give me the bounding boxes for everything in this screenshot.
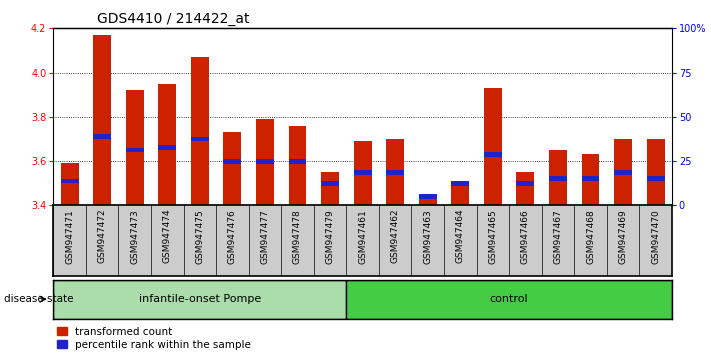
Text: GSM947476: GSM947476: [228, 209, 237, 264]
Text: GSM947472: GSM947472: [97, 209, 107, 263]
Bar: [582, 154, 599, 205]
Text: control: control: [490, 294, 528, 304]
Bar: [549, 150, 567, 205]
Text: GSM947469: GSM947469: [619, 209, 628, 264]
Bar: [289, 159, 306, 164]
Bar: [256, 119, 274, 205]
Bar: [60, 178, 78, 183]
Bar: [647, 139, 665, 205]
Bar: [386, 139, 404, 205]
Bar: [126, 148, 144, 153]
Text: GDS4410 / 214422_at: GDS4410 / 214422_at: [97, 12, 249, 26]
Bar: [191, 57, 209, 205]
Text: GSM947478: GSM947478: [293, 209, 302, 264]
Text: infantile-onset Pompe: infantile-onset Pompe: [139, 294, 261, 304]
Bar: [93, 35, 111, 205]
Text: GSM947461: GSM947461: [358, 209, 367, 264]
Bar: [60, 163, 78, 205]
Bar: [191, 137, 209, 141]
Bar: [256, 159, 274, 164]
Bar: [516, 172, 535, 205]
Bar: [346, 280, 672, 319]
Text: GSM947471: GSM947471: [65, 209, 74, 264]
Bar: [289, 126, 306, 205]
Bar: [53, 280, 346, 319]
Bar: [223, 132, 241, 205]
Bar: [647, 176, 665, 181]
Text: GSM947464: GSM947464: [456, 209, 465, 263]
Text: GSM947479: GSM947479: [326, 209, 335, 264]
Bar: [451, 181, 469, 185]
Bar: [549, 176, 567, 181]
Text: GSM947467: GSM947467: [553, 209, 562, 264]
Bar: [353, 141, 372, 205]
Text: GSM947474: GSM947474: [163, 209, 172, 263]
Bar: [223, 159, 241, 164]
Bar: [353, 170, 372, 175]
Bar: [159, 84, 176, 205]
Text: GSM947473: GSM947473: [130, 209, 139, 264]
Text: GSM947466: GSM947466: [521, 209, 530, 264]
Bar: [582, 176, 599, 181]
Text: disease state: disease state: [4, 294, 73, 304]
Text: GSM947465: GSM947465: [488, 209, 497, 264]
Legend: transformed count, percentile rank within the sample: transformed count, percentile rank withi…: [53, 322, 255, 354]
Bar: [419, 196, 437, 205]
Bar: [614, 139, 632, 205]
Text: GSM947475: GSM947475: [196, 209, 204, 264]
Bar: [484, 152, 502, 157]
Bar: [386, 170, 404, 175]
Bar: [93, 134, 111, 139]
Text: GSM947462: GSM947462: [390, 209, 400, 263]
Text: GSM947477: GSM947477: [260, 209, 269, 264]
Text: GSM947468: GSM947468: [586, 209, 595, 264]
Text: GSM947463: GSM947463: [423, 209, 432, 264]
Bar: [451, 185, 469, 205]
Bar: [159, 145, 176, 150]
Bar: [321, 181, 339, 185]
Bar: [614, 170, 632, 175]
Bar: [126, 90, 144, 205]
Text: GSM947470: GSM947470: [651, 209, 660, 264]
Bar: [419, 194, 437, 199]
Bar: [321, 172, 339, 205]
Bar: [484, 88, 502, 205]
Bar: [516, 181, 535, 185]
